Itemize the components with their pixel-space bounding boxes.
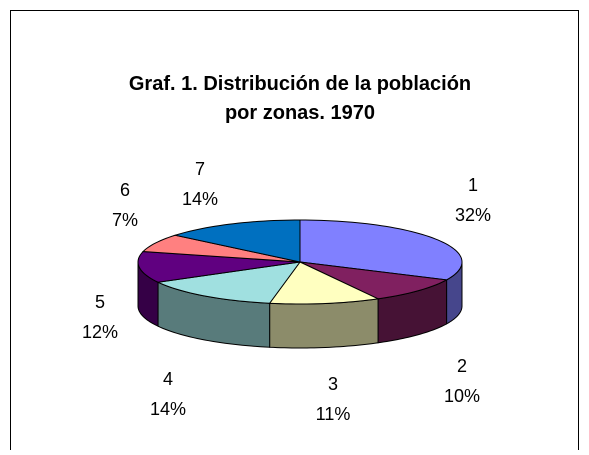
slice [137, 251, 301, 283]
category-label: 2 [457, 356, 467, 376]
category-label: 5 [95, 292, 105, 312]
category-label: 4 [163, 369, 173, 389]
category-label: 7 [195, 159, 205, 179]
slice [299, 261, 449, 300]
slice [268, 261, 380, 305]
value-label: 14% [150, 399, 186, 419]
category-label: 1 [468, 175, 478, 195]
slice-side [269, 298, 379, 349]
value-label: 14% [182, 189, 218, 209]
value-label: 11% [316, 404, 351, 424]
slice [141, 234, 301, 263]
value-label: 12% [82, 322, 118, 342]
category-label: 6 [120, 180, 130, 200]
value-label: 7% [112, 210, 138, 230]
chart-frame [10, 10, 579, 450]
slice [299, 219, 463, 281]
chart-title: Graf. 1. Distribución de la población por… [129, 73, 471, 124]
category-label: 3 [328, 374, 338, 394]
slice [173, 219, 301, 263]
value-label: 10% [444, 386, 480, 406]
value-label: 32% [455, 205, 491, 225]
slice [156, 261, 302, 304]
